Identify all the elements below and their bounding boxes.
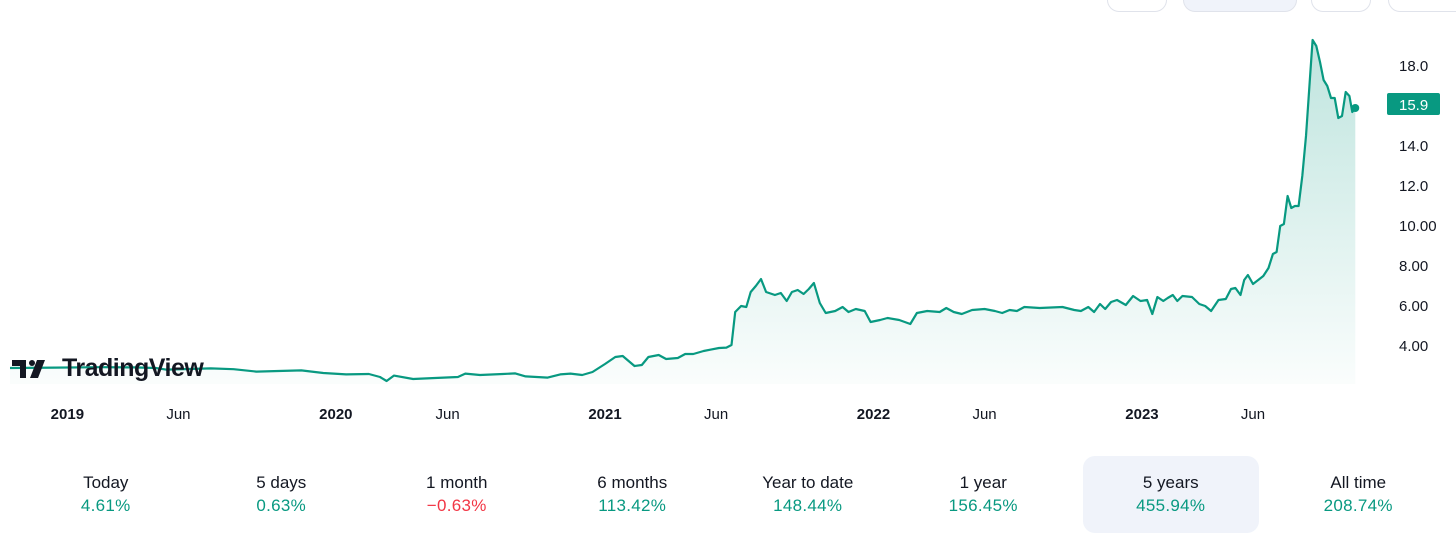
- period-label: Today: [83, 473, 129, 492]
- period-value: 148.44%: [773, 496, 843, 515]
- price-line: [9, 38, 1357, 383]
- y-tick-label: 10.00: [1399, 218, 1437, 235]
- period-tile-0[interactable]: Today 4.61%: [18, 456, 194, 533]
- x-tick-label: Jun: [166, 406, 190, 423]
- period-tile-7[interactable]: All time 208.74%: [1271, 456, 1447, 533]
- price-badge: 15.9: [1387, 93, 1440, 115]
- period-label: 1 month: [426, 473, 488, 492]
- x-axis: 2019 Jun 2020 Jun 2021 Jun 2022 Jun 2023 Jun: [51, 406, 1265, 423]
- period-tile-2[interactable]: 1 month −0.63%: [369, 456, 545, 533]
- period-label: 5 years: [1142, 473, 1199, 492]
- y-tick-label: 8.00: [1399, 258, 1428, 275]
- x-tick-label: 2019: [51, 406, 84, 423]
- period-label: 1 year: [959, 473, 1007, 492]
- y-tick-label: 6.00: [1399, 298, 1428, 315]
- x-tick-label: Jun: [704, 406, 728, 423]
- price-area: [10, 40, 1356, 384]
- period-value: 0.63%: [256, 496, 307, 515]
- tradingview-logo: TradingView: [10, 354, 204, 383]
- y-tick-label: 14.0: [1399, 138, 1428, 155]
- period-label: All time: [1330, 473, 1387, 492]
- period-value: 156.45%: [948, 496, 1018, 515]
- period-value: −0.63%: [426, 496, 487, 515]
- period-value: 4.61%: [80, 496, 131, 515]
- period-tile-5[interactable]: 1 year 156.45%: [896, 456, 1072, 533]
- x-tick-label: 2023: [1125, 406, 1158, 423]
- period-tile-1[interactable]: 5 days 0.63%: [194, 456, 370, 533]
- x-tick-label: Jun: [972, 406, 996, 423]
- period-tile-6[interactable]: 5 years 455.94%: [1083, 456, 1259, 533]
- x-tick-label: 2021: [588, 406, 621, 423]
- y-tick-label: 12.0: [1399, 178, 1428, 195]
- period-value: 113.42%: [598, 496, 667, 515]
- tradingview-logo-icon: [12, 359, 45, 378]
- period-tile-4[interactable]: Year to date 148.44%: [720, 456, 896, 533]
- x-tick-label: 2020: [319, 406, 352, 423]
- svg-text:15.9: 15.9: [1399, 97, 1428, 114]
- x-tick-label: Jun: [1241, 406, 1265, 423]
- x-tick-label: Jun: [436, 406, 460, 423]
- period-label: 5 days: [256, 473, 307, 492]
- price-chart[interactable]: 4.00 6.00 8.00 10.00 12.0 14.0 18.0 2019 Jun 202…: [0, 0, 1456, 440]
- performance-periods: Today 4.61% 5 days 0.63% 1 month −0.63% 6 mont…: [18, 456, 1446, 533]
- last-price-dot: [1351, 104, 1360, 112]
- tradingview-logo-text: TradingView: [62, 354, 204, 382]
- period-label: Year to date: [762, 473, 854, 492]
- period-value: 208.74%: [1323, 496, 1393, 515]
- period-value: 455.94%: [1136, 496, 1206, 515]
- y-tick-label: 18.0: [1399, 58, 1428, 75]
- period-tile-3[interactable]: 6 months 113.42%: [545, 456, 721, 533]
- y-tick-label: 4.00: [1399, 338, 1428, 355]
- y-axis: 4.00 6.00 8.00 10.00 12.0 14.0 18.0: [1399, 58, 1437, 355]
- period-label: 6 months: [597, 473, 668, 492]
- x-tick-label: 2022: [857, 406, 890, 423]
